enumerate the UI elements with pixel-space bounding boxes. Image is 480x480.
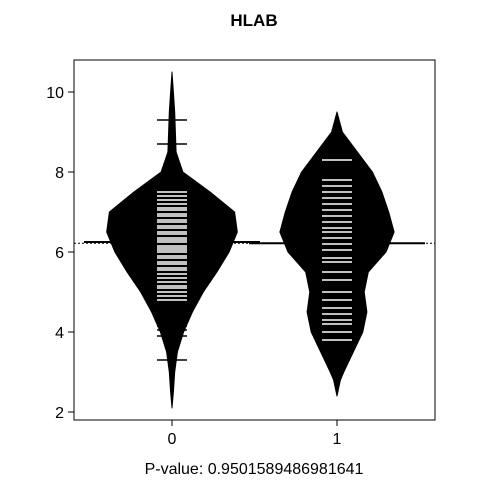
y-tick-label: 8 [55,165,64,182]
y-axis: 2 4 6 8 10 [46,85,74,422]
plot-frame [73,59,436,421]
y-tick-label: 4 [55,325,64,342]
x-tick-label: 0 [168,431,177,448]
x-tick-label: 1 [333,431,342,448]
bean-shape-1 [279,111,395,397]
beans-layer [74,71,435,409]
y-tick-label: 6 [55,245,64,262]
y-tick-label: 2 [55,405,64,422]
x-axis-label: P-value: 0.9501589486981641 [145,461,364,478]
chart-title: HLAB [230,11,277,30]
y-tick-label: 10 [46,85,64,102]
